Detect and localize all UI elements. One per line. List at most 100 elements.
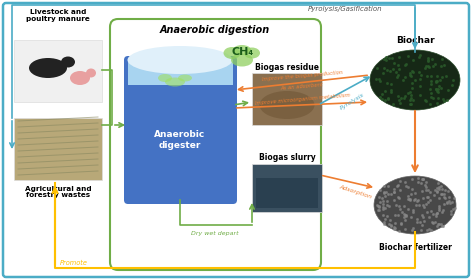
Ellipse shape	[29, 58, 67, 78]
Point	[376, 79, 384, 83]
Point	[438, 184, 445, 188]
Point	[405, 184, 412, 189]
Point	[429, 211, 437, 216]
Point	[406, 97, 414, 102]
Bar	[14, 40, 102, 102]
Point	[421, 97, 429, 102]
Point	[401, 62, 409, 67]
Point	[421, 183, 429, 188]
Point	[383, 55, 390, 60]
Point	[407, 73, 414, 78]
Point	[436, 84, 443, 89]
Point	[383, 81, 391, 85]
Point	[422, 66, 429, 70]
Point	[398, 221, 405, 226]
Point	[404, 207, 412, 212]
Point	[407, 93, 414, 97]
Point	[400, 78, 407, 83]
Point	[387, 88, 395, 93]
Point	[429, 96, 437, 101]
Point	[424, 200, 432, 204]
Point	[409, 227, 416, 232]
Point	[416, 84, 424, 88]
Point	[394, 195, 401, 199]
Point	[395, 229, 402, 234]
Point	[393, 75, 401, 80]
Point	[373, 202, 381, 207]
Point	[390, 225, 398, 229]
Point	[417, 77, 424, 81]
Point	[407, 102, 415, 106]
Point	[407, 73, 415, 78]
Point	[408, 186, 416, 191]
Point	[422, 64, 429, 69]
Point	[410, 226, 417, 230]
Point	[390, 190, 397, 195]
Point	[409, 86, 416, 91]
Point	[382, 98, 389, 102]
Point	[408, 69, 416, 73]
Point	[376, 187, 384, 192]
Point	[416, 70, 423, 74]
Point	[384, 97, 392, 101]
Point	[428, 57, 436, 61]
Point	[437, 222, 445, 227]
Point	[435, 186, 443, 191]
Point	[427, 82, 435, 87]
Point	[431, 188, 438, 192]
Point	[447, 211, 455, 216]
Point	[381, 193, 389, 198]
Point	[423, 227, 431, 232]
Point	[413, 199, 421, 203]
Point	[443, 200, 451, 205]
Point	[410, 210, 417, 214]
Point	[402, 61, 410, 66]
Point	[375, 77, 383, 81]
Point	[394, 94, 401, 98]
Point	[383, 58, 390, 63]
Point	[440, 99, 447, 103]
FancyBboxPatch shape	[3, 3, 469, 277]
Point	[395, 204, 403, 208]
Point	[394, 213, 402, 218]
Point	[438, 57, 446, 61]
Point	[435, 203, 443, 208]
Point	[430, 193, 438, 197]
Point	[450, 196, 458, 200]
Point	[385, 56, 393, 60]
Point	[417, 181, 425, 185]
Point	[416, 55, 423, 59]
Point	[434, 181, 441, 185]
Ellipse shape	[165, 78, 185, 87]
Point	[396, 54, 403, 59]
Point	[408, 215, 415, 219]
Point	[434, 190, 441, 194]
Text: Anaerobic
digester: Anaerobic digester	[155, 130, 206, 150]
Bar	[252, 164, 322, 212]
Point	[383, 202, 391, 207]
Point	[396, 188, 404, 193]
Point	[433, 211, 441, 216]
Point	[391, 213, 399, 217]
Text: Anaerobic digestion: Anaerobic digestion	[160, 25, 270, 35]
Text: As an adsorbent: As an adsorbent	[280, 83, 324, 91]
Point	[403, 213, 410, 218]
Point	[395, 73, 402, 77]
Point	[443, 97, 451, 102]
Point	[390, 61, 398, 66]
Text: Promote: Promote	[60, 260, 88, 266]
Point	[383, 213, 390, 218]
Point	[385, 222, 392, 226]
Ellipse shape	[70, 71, 90, 85]
Point	[422, 180, 430, 184]
Point	[428, 95, 435, 99]
Point	[427, 209, 434, 213]
Point	[440, 202, 447, 206]
Point	[419, 195, 426, 200]
Point	[438, 75, 446, 80]
Point	[405, 197, 413, 201]
Point	[419, 177, 427, 181]
Point	[438, 210, 446, 214]
Point	[404, 91, 411, 95]
Point	[439, 223, 447, 228]
